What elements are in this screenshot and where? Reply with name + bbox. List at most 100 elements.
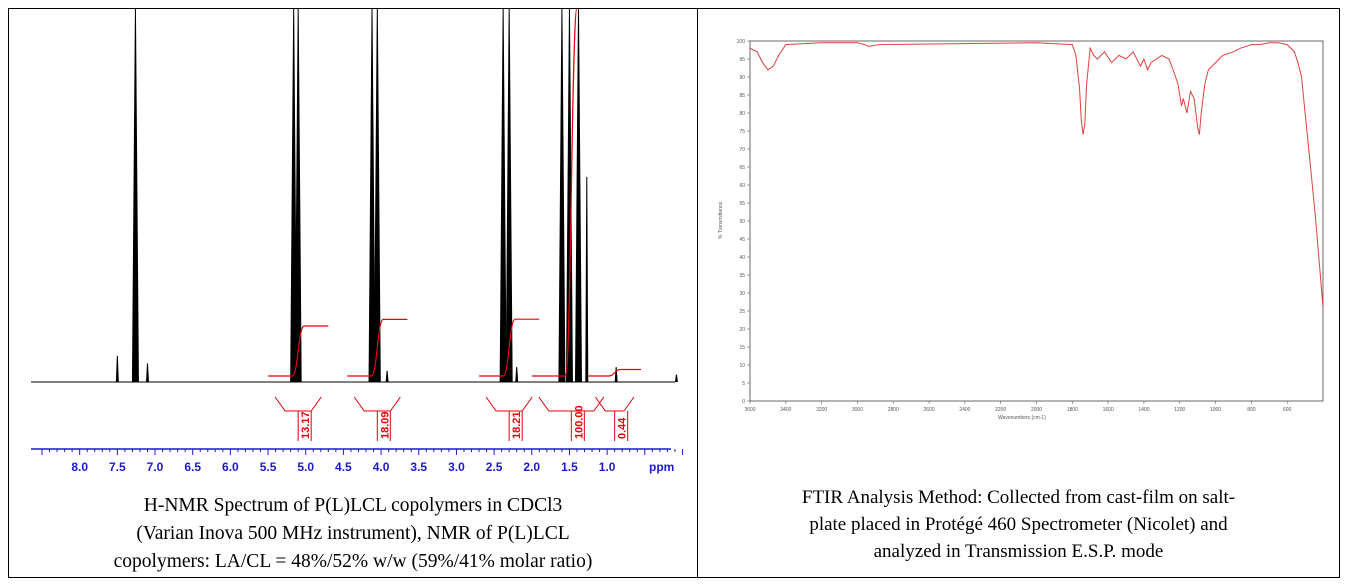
nmr-peak	[290, 8, 298, 383]
nmr-integral-bracket	[594, 396, 635, 412]
ftir-x-tick-label: 1400	[1138, 407, 1149, 413]
nmr-integral-label: 18.09	[379, 411, 391, 439]
ftir-x-tick-label: 3200	[816, 407, 827, 413]
nmr-tick-label: 6.5	[184, 460, 201, 474]
ftir-y-axis: 1009590858075706560555045403530252015105…	[737, 39, 750, 405]
ftir-x-tick-label: 2200	[995, 407, 1006, 413]
nmr-tick-label: 2.5	[486, 460, 503, 474]
nmr-peak	[385, 370, 389, 383]
nmr-tick-label: 6.0	[222, 460, 239, 474]
ftir-y-tick-label: 75	[739, 129, 745, 135]
ftir-x-axis: 3600 3400 3200 3000 2800 2600 2400 2200 2000 1800…	[744, 401, 1292, 413]
nmr-tick-label: 2.0	[523, 460, 540, 474]
ftir-caption: FTIR Analysis Method: Collected from cas…	[698, 484, 1339, 565]
ftir-y-tick-label: 70	[739, 147, 745, 153]
nmr-tick-label: 1.5	[561, 460, 578, 474]
outer-table-frame	[8, 8, 1340, 578]
nmr-integral-label: 100.00	[573, 405, 585, 439]
nmr-axis-unit: ppm	[649, 460, 674, 474]
ftir-caption-line-3: analyzed in Transmission E.S.P. mode	[873, 541, 1164, 562]
nmr-tick-label: 1.0	[599, 460, 616, 474]
nmr-peak	[614, 367, 618, 383]
nmr-tick-label: 4.5	[335, 460, 352, 474]
ftir-y-tick-label: 95	[739, 57, 745, 63]
ftir-x-tick-label: 3400	[780, 407, 791, 413]
nmr-integral-bracket	[485, 396, 533, 412]
ftir-x-tick-label: 2800	[888, 407, 899, 413]
nmr-tick-label: 5.0	[297, 460, 314, 474]
ftir-x-tick-label: 3600	[744, 407, 755, 413]
column-divider	[697, 8, 698, 578]
ftir-y-tick-label: 60	[739, 183, 745, 189]
nmr-tick-label: 4.0	[373, 460, 390, 474]
ftir-y-tick-label: 20	[739, 327, 745, 333]
nmr-peak	[145, 363, 149, 383]
nmr-integral-curve	[347, 318, 408, 377]
nmr-peak	[115, 355, 119, 383]
nmr-integral-brackets: 13.17 18.09 18.21 100.00 0.44	[274, 396, 635, 441]
ftir-y-tick-label: 90	[739, 75, 745, 81]
ftir-y-tick-label: 5	[742, 381, 745, 387]
nmr-peak	[373, 8, 381, 383]
nmr-peak	[131, 8, 139, 383]
ftir-x-tick-label: 800	[1247, 407, 1256, 413]
nmr-tick-label: 5.5	[260, 460, 277, 474]
nmr-integral-curve	[531, 5, 611, 377]
nmr-peak	[499, 8, 507, 383]
nmr-tick-label: 8.0	[71, 460, 88, 474]
nmr-tick-label: 7.5	[109, 460, 126, 474]
ftir-spectrum-chart: 1009590858075706560555045403530252015105…	[710, 37, 1333, 427]
nmr-peak	[515, 367, 519, 383]
nmr-integral-bracket	[353, 396, 401, 412]
nmr-peak	[558, 8, 566, 383]
nmr-integral-bracket	[538, 396, 605, 412]
nmr-integral-curve	[588, 368, 641, 377]
ftir-plot-frame	[749, 40, 1324, 402]
nmr-spectrum-trace	[31, 8, 678, 383]
ftir-y-tick-label: 0	[742, 399, 745, 405]
ftir-y-tick-label: 100	[737, 39, 746, 45]
ftir-x-tick-label: 600	[1283, 407, 1292, 413]
ftir-y-tick-label: 35	[739, 273, 745, 279]
nmr-caption-line-1: H-NMR Spectrum of P(L)LCL copolymers in …	[143, 495, 563, 516]
ftir-y-tick-label: 15	[739, 345, 745, 351]
nmr-peak	[674, 374, 678, 383]
nmr-integral-curve	[479, 318, 540, 377]
ftir-x-tick-label: 2600	[924, 407, 935, 413]
ftir-y-tick-label: 10	[739, 363, 745, 369]
nmr-integral-curve	[268, 325, 329, 377]
ftir-x-tick-label: 1800	[1067, 407, 1078, 413]
ftir-x-tick-label: 1000	[1210, 407, 1221, 413]
ftir-caption-line-2: plate placed in Protégé 460 Spectrometer…	[809, 514, 1228, 535]
nmr-integral-label: 13.17	[300, 411, 312, 439]
nmr-caption-line-2: (Varian Inova 500 MHz instrument), NMR o…	[136, 523, 570, 544]
ftir-y-tick-label: 25	[739, 309, 745, 315]
ftir-y-tick-label: 30	[739, 291, 745, 297]
nmr-peak	[574, 8, 582, 383]
nmr-spectrum-chart: 13.17 18.09 18.21 100.00 0.44 8.0 7.5 7.0 6.5 6.…	[31, 5, 683, 474]
ftir-y-tick-label: 65	[739, 165, 745, 171]
nmr-integral-bracket	[274, 396, 322, 412]
nmr-panel: 13.17 18.09 18.21 100.00 0.44 8.0 7.5 7.0 6.5 6.…	[9, 5, 697, 577]
ftir-y-tick-label: 45	[739, 237, 745, 243]
nmr-peak	[505, 8, 513, 383]
ftir-y-tick-label: 50	[739, 219, 745, 225]
ftir-y-axis-label: % Transmittance	[718, 202, 724, 239]
nmr-peak	[585, 176, 589, 383]
nmr-integral-curves	[268, 5, 641, 377]
ftir-y-tick-label: 40	[739, 255, 745, 261]
ftir-x-axis-label: Wavenumbers (cm-1)	[998, 415, 1046, 421]
nmr-peak	[368, 8, 376, 383]
ftir-x-tick-label: 2400	[959, 407, 970, 413]
ftir-x-tick-label: 1200	[1174, 407, 1185, 413]
nmr-caption-line-3: copolymers: LA/CL = 48%/52% w/w (59%/41%…	[113, 551, 593, 572]
nmr-caption: H-NMR Spectrum of P(L)LCL copolymers in …	[9, 492, 697, 576]
nmr-x-axis: 8.0 7.5 7.0 6.5 6.0 5.5 5.0 4.5 4.0 3.5 3.0 2.5 2.0 1…	[31, 448, 683, 474]
nmr-tick-label: 3.5	[410, 460, 427, 474]
ftir-x-tick-label: 2000	[1031, 407, 1042, 413]
ftir-y-tick-label: 85	[739, 93, 745, 99]
ftir-x-tick-label: 1600	[1103, 407, 1114, 413]
ftir-y-tick-label: 55	[739, 201, 745, 207]
nmr-peak	[294, 8, 302, 383]
ftir-transmittance-trace	[749, 42, 1324, 308]
